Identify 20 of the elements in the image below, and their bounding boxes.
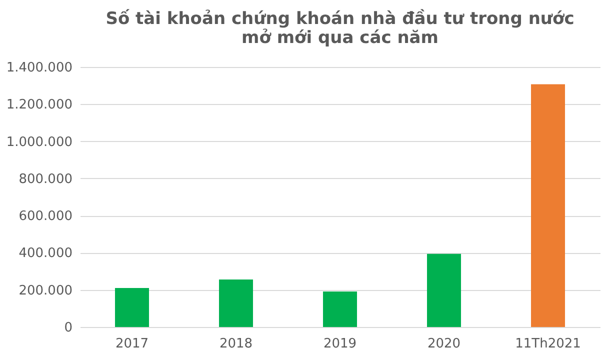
y-tick-label: 1.000.000 xyxy=(6,134,72,150)
text: Số tài khoản chứng khoán nhà đầu tư trong nước xyxy=(106,9,574,29)
y-tick-label: 1.400.000 xyxy=(6,60,72,76)
x-tick-label: 11Th2021 xyxy=(515,336,581,352)
bar xyxy=(115,288,149,327)
y-tick-label: 1.200.000 xyxy=(6,98,72,113)
text: mở mới qua các năm xyxy=(242,28,438,48)
bar xyxy=(427,254,461,327)
y-tick-label: 200.000 xyxy=(18,283,72,298)
bar xyxy=(323,292,357,327)
x-tick-label: 2018 xyxy=(219,336,253,352)
y-tick-label: 800.000 xyxy=(18,172,72,187)
y-tick-label: 600.000 xyxy=(18,209,72,224)
x-tick-label: 2020 xyxy=(427,336,461,352)
bar xyxy=(219,279,253,327)
x-tick-label: 2017 xyxy=(115,336,149,352)
y-tick-label: 400.000 xyxy=(18,246,72,262)
y-tick-label: 0 xyxy=(64,320,72,336)
x-tick-label: 2019 xyxy=(323,336,357,352)
bar xyxy=(531,84,565,327)
